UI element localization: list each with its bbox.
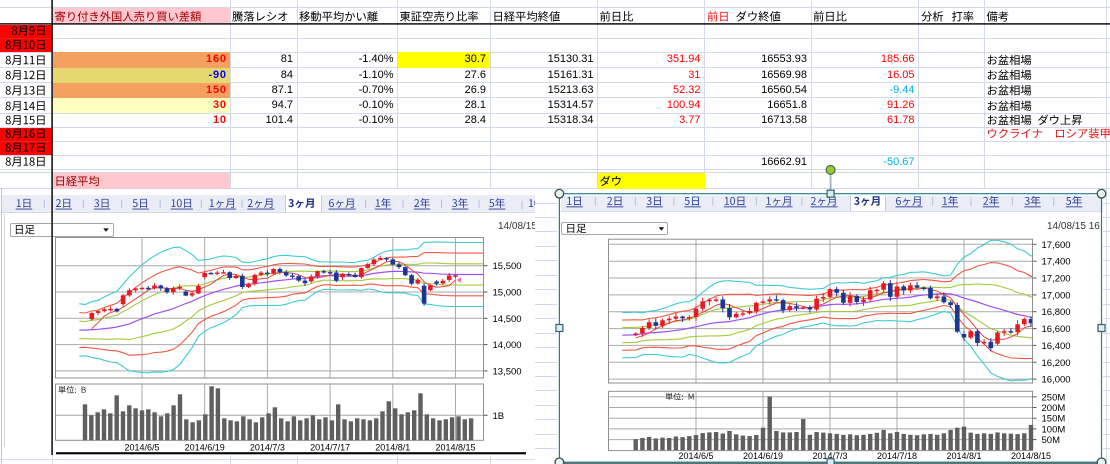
- svg-text:17,200: 17,200: [1042, 274, 1071, 285]
- svg-text:16,400: 16,400: [1042, 341, 1071, 352]
- svg-text:2014/8/15: 2014/8/15: [1011, 451, 1051, 461]
- svg-text:50M: 50M: [1042, 435, 1061, 446]
- svg-text:2014/7/18: 2014/7/18: [877, 451, 917, 461]
- svg-text:1B: 1B: [493, 411, 505, 422]
- svg-text:14,500: 14,500: [493, 314, 522, 325]
- svg-text:13,500: 13,500: [493, 366, 522, 377]
- svg-text:2014/6/5: 2014/6/5: [678, 451, 713, 461]
- svg-text:2014/7/17: 2014/7/17: [310, 443, 350, 453]
- svg-text:2014/7/3: 2014/7/3: [812, 451, 847, 461]
- svg-text:16,600: 16,600: [1042, 324, 1071, 335]
- svg-text:2014/8/1: 2014/8/1: [946, 451, 981, 461]
- svg-text:100M: 100M: [1042, 424, 1066, 435]
- svg-text:2014/8/1: 2014/8/1: [375, 443, 410, 453]
- svg-text:150M: 150M: [1042, 414, 1066, 425]
- svg-text:16,000: 16,000: [1042, 375, 1071, 386]
- svg-text:16,800: 16,800: [1042, 307, 1071, 318]
- svg-text:15,500: 15,500: [493, 261, 522, 272]
- svg-text:250M: 250M: [1042, 392, 1066, 403]
- svg-text:2014/6/19: 2014/6/19: [185, 443, 225, 453]
- svg-text:14,000: 14,000: [493, 340, 522, 351]
- svg-text:2014/6/19: 2014/6/19: [743, 451, 783, 461]
- svg-text:2014/7/3: 2014/7/3: [250, 443, 285, 453]
- svg-text:2014/8/15: 2014/8/15: [435, 443, 475, 453]
- svg-text:17,000: 17,000: [1042, 290, 1071, 301]
- svg-text:17,400: 17,400: [1042, 257, 1071, 268]
- svg-text:17,600: 17,600: [1042, 240, 1071, 251]
- svg-text:15,000: 15,000: [493, 288, 522, 299]
- svg-text:200M: 200M: [1042, 403, 1066, 414]
- svg-text:2014/6/5: 2014/6/5: [124, 443, 159, 453]
- svg-text:16,200: 16,200: [1042, 358, 1071, 369]
